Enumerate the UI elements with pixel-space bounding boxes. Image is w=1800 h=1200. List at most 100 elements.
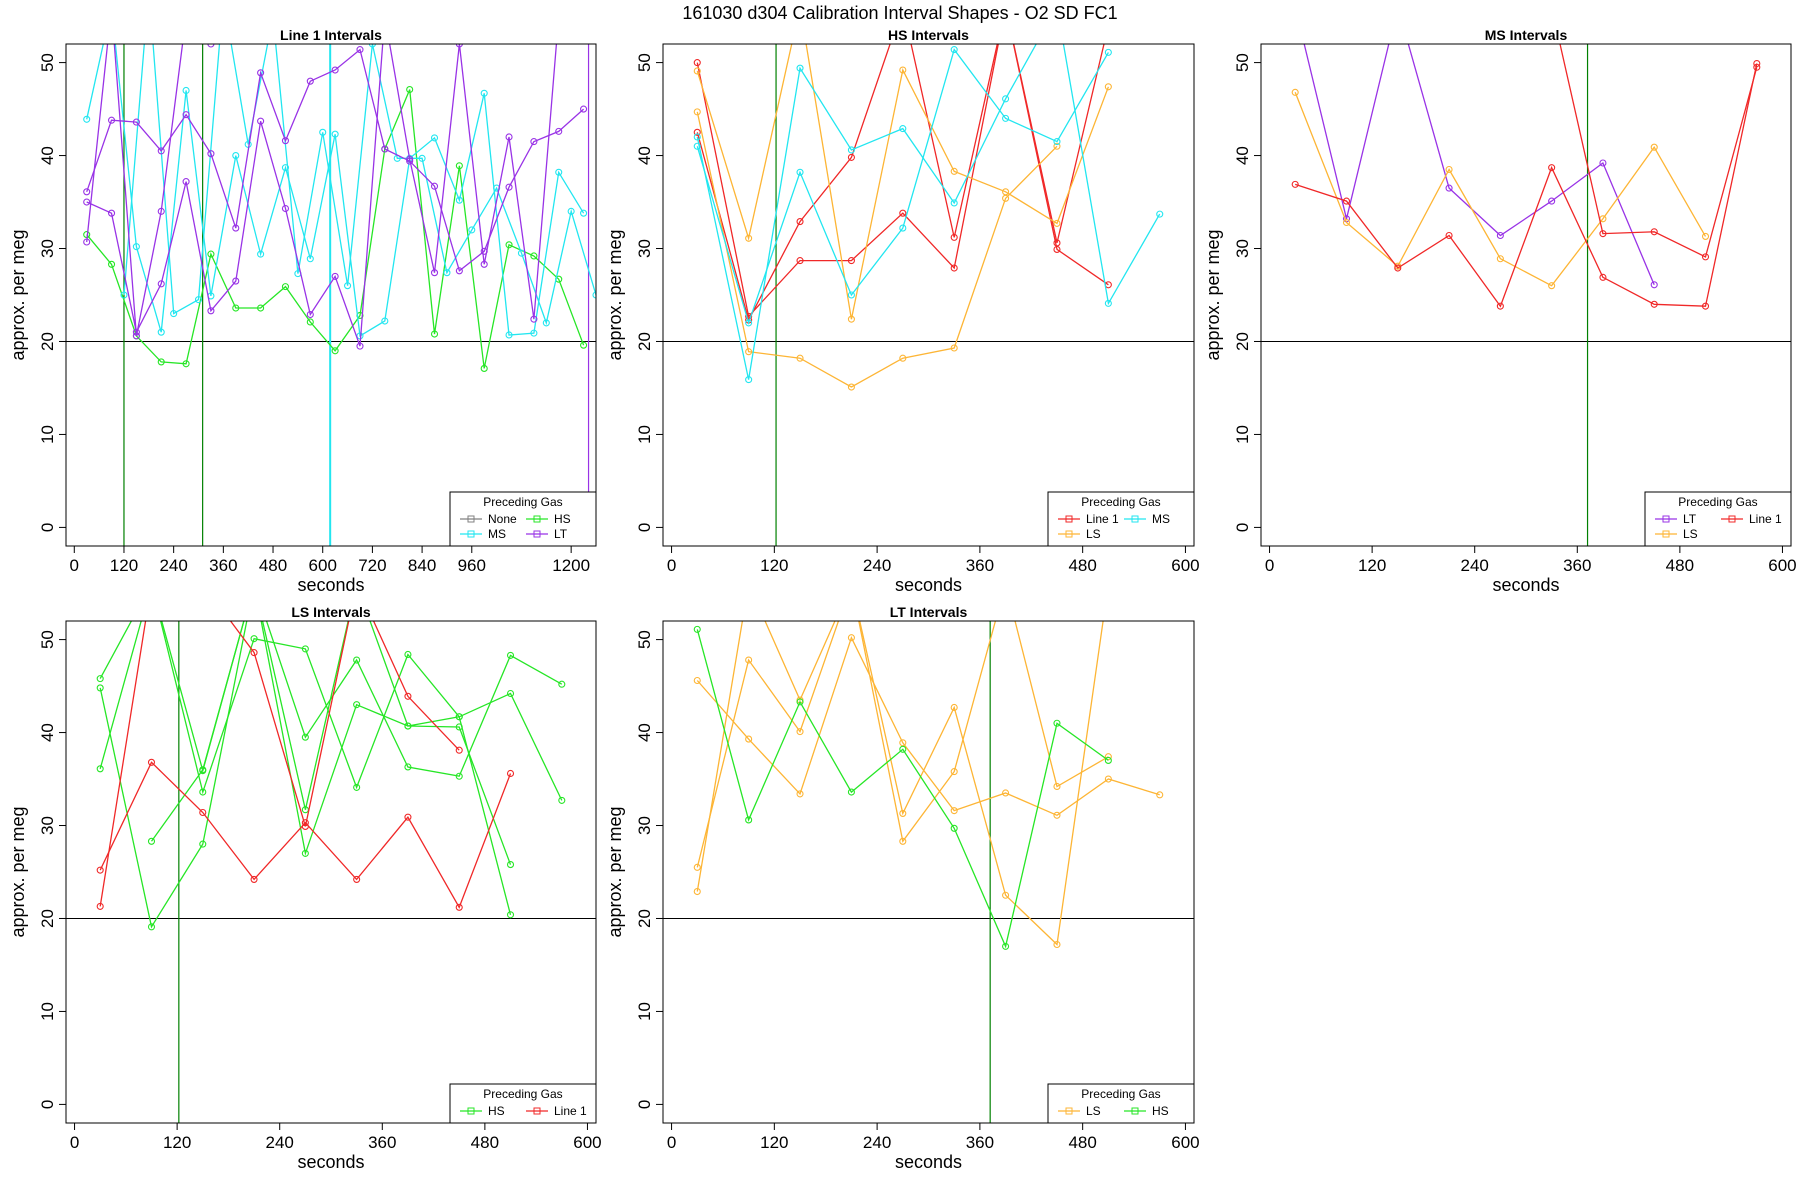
data-point	[746, 581, 752, 587]
legend-swatch-marker	[467, 1107, 475, 1115]
series-line-1	[96, 621, 463, 910]
series-line	[99, 621, 512, 915]
data-point	[899, 125, 907, 133]
data-point	[331, 272, 339, 280]
data-point	[148, 581, 154, 587]
x-tick-label: 480	[1068, 556, 1096, 575]
data-point	[745, 234, 753, 242]
data-point	[157, 280, 165, 288]
data-point	[157, 207, 165, 215]
x-tick-label: 240	[863, 556, 891, 575]
series-line-1	[693, 44, 1112, 324]
data-point	[556, 13, 562, 19]
data-point	[506, 769, 515, 778]
data-point	[505, 133, 513, 141]
x-tick-label: 0	[70, 1133, 79, 1152]
data-point	[950, 824, 958, 832]
series-line	[1559, 44, 1758, 258]
x-tick-label: 360	[1563, 556, 1591, 575]
data-point	[745, 816, 753, 824]
data-point	[1156, 791, 1164, 799]
series-ms	[120, 44, 596, 327]
data-point	[796, 168, 804, 176]
data-point	[745, 376, 753, 384]
legend-swatch-marker	[1662, 530, 1670, 538]
x-tick-label: 120	[760, 556, 788, 575]
data-point	[796, 64, 804, 72]
series-line	[696, 44, 1161, 380]
legend-box	[1047, 1083, 1195, 1124]
series-line	[696, 44, 1109, 322]
data-point	[251, 581, 257, 587]
data-point	[306, 310, 314, 319]
series-ls	[693, 581, 1112, 896]
data-point	[356, 46, 364, 54]
y-tick-label: 30	[635, 816, 654, 835]
data-point	[1395, 4, 1401, 10]
panel-title: HS Intervals	[888, 27, 969, 43]
data-point	[1002, 789, 1010, 797]
data-point	[281, 137, 290, 145]
data-point	[847, 788, 855, 796]
legend: Preceding Gas LT Line 1 LS	[1644, 491, 1792, 547]
data-point	[207, 250, 215, 258]
plot-area	[1261, 4, 1791, 546]
series-line	[86, 44, 211, 337]
figure-title: 161030 d304 Calibration Interval Shapes …	[682, 3, 1117, 23]
data-point	[796, 728, 804, 736]
data-point	[693, 108, 701, 116]
data-point	[132, 118, 140, 126]
data-point	[199, 808, 207, 817]
data-point	[1701, 232, 1710, 240]
x-tick-label: 480	[1666, 556, 1694, 575]
x-tick-label: 360	[209, 556, 237, 575]
data-point	[847, 153, 855, 161]
data-point	[555, 168, 563, 176]
y-tick-label: 20	[635, 909, 654, 928]
data-point	[899, 66, 907, 74]
y-tick-label: 0	[635, 1100, 654, 1109]
legend-entry-label: LT	[1683, 512, 1697, 526]
legend-entry-label: MS	[1152, 512, 1170, 526]
legend-swatch-marker	[1662, 515, 1670, 523]
plot-border	[662, 43, 1195, 547]
data-point	[232, 277, 240, 285]
legend-swatch-marker	[533, 515, 541, 523]
data-point	[1496, 231, 1504, 240]
data-point	[1053, 245, 1061, 253]
data-point	[1291, 88, 1299, 96]
data-point	[83, 238, 91, 246]
y-tick-label: 0	[635, 523, 654, 532]
data-point	[505, 241, 513, 249]
data-point	[1156, 210, 1164, 218]
legend-entry-label: LS	[1086, 527, 1101, 541]
data-point	[899, 209, 907, 217]
data-point	[96, 684, 104, 692]
data-point	[356, 342, 364, 350]
data-point	[109, 4, 115, 10]
data-point	[455, 723, 463, 731]
series-line	[696, 621, 1104, 946]
data-point	[182, 360, 190, 368]
data-point	[353, 875, 361, 883]
data-point	[1548, 164, 1556, 172]
data-point	[404, 692, 412, 700]
series-line	[1303, 44, 1655, 286]
y-tick-label: 40	[635, 723, 654, 742]
legend-title: Preceding Gas	[1678, 495, 1757, 509]
x-tick-label: 600	[1171, 1133, 1199, 1152]
data-point	[83, 198, 91, 206]
panel-title: LS Intervals	[291, 604, 371, 620]
x-tick-label: 120	[163, 1133, 191, 1152]
data-point	[455, 162, 463, 170]
data-point	[199, 766, 207, 774]
data-point	[147, 758, 156, 766]
series-lt	[83, 4, 215, 340]
x-tick-label: 240	[1461, 556, 1489, 575]
data-point	[1599, 273, 1607, 281]
data-point	[455, 267, 463, 275]
plot-area	[663, 44, 1194, 546]
plot-area	[66, 4, 596, 546]
data-point	[1701, 302, 1710, 310]
data-point	[199, 840, 207, 848]
